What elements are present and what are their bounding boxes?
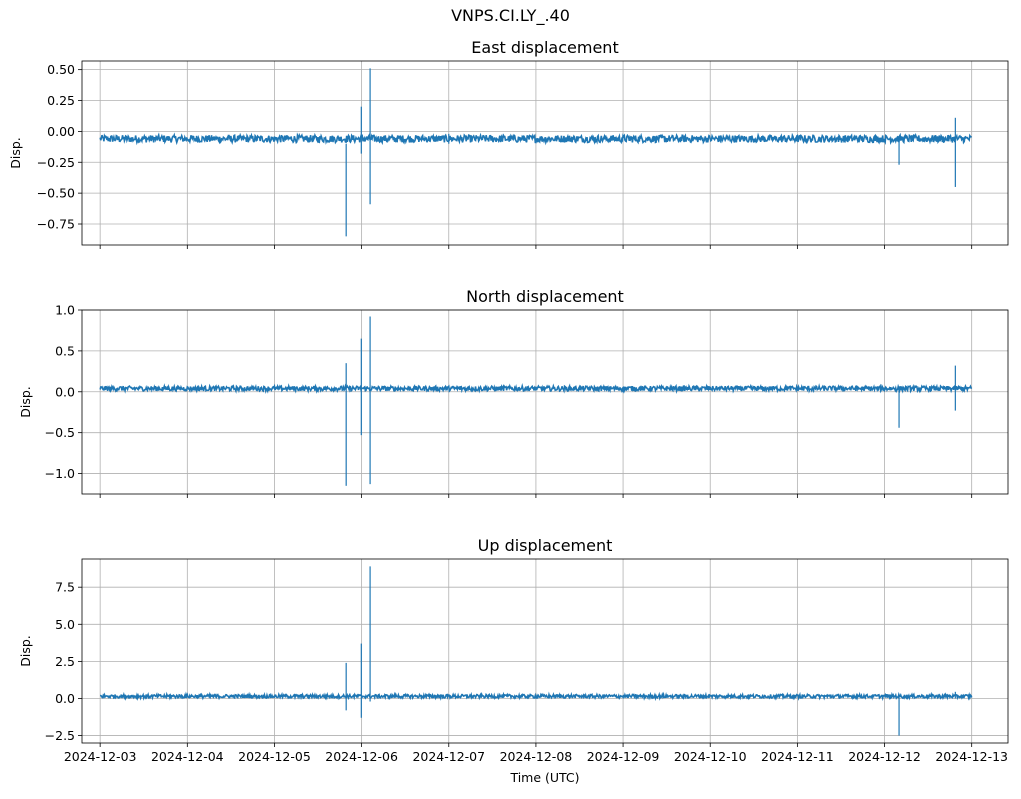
y-tick-label: −0.75 <box>37 217 75 232</box>
y-tick-label: 0.00 <box>47 124 75 139</box>
x-tick-label: 2024-12-05 <box>238 749 311 764</box>
y-tick-label: 0.0 <box>55 384 75 399</box>
subplot-title: North displacement <box>466 287 624 306</box>
axes-frame <box>81 558 1009 744</box>
y-tick-label: 1.0 <box>55 303 75 318</box>
y-tick-label: 2.5 <box>55 654 75 669</box>
y-tick-label: −0.5 <box>45 425 75 440</box>
y-tick-label: −1.0 <box>45 466 75 481</box>
figure-suptitle: VNPS.CI.LY_.40 <box>451 6 570 25</box>
axes-frame <box>81 309 1009 495</box>
x-axis-label: Time (UTC) <box>509 770 579 785</box>
y-tick-label: −2.5 <box>45 728 75 743</box>
subplot-title: Up displacement <box>478 536 613 555</box>
x-tick-label: 2024-12-04 <box>151 749 224 764</box>
y-tick-label: 5.0 <box>55 617 75 632</box>
x-tick-label: 2024-12-11 <box>761 749 834 764</box>
series-line <box>99 132 972 146</box>
y-axis-label: Disp. <box>18 386 33 418</box>
x-tick-label: 2024-12-06 <box>325 749 398 764</box>
y-axis-label: Disp. <box>18 635 33 667</box>
axes-frame <box>81 60 1009 246</box>
y-tick-label: −0.25 <box>37 155 75 170</box>
x-tick-label: 2024-12-10 <box>674 749 747 764</box>
y-tick-label: 7.5 <box>55 580 75 595</box>
y-tick-label: 0.50 <box>47 62 75 77</box>
y-tick-label: 0.0 <box>55 691 75 706</box>
y-tick-label: 0.5 <box>55 343 75 358</box>
subplot-title: East displacement <box>471 38 618 57</box>
x-tick-label: 2024-12-09 <box>587 749 660 764</box>
series-line <box>99 691 973 702</box>
x-tick-label: 2024-12-12 <box>848 749 921 764</box>
subplot-1: East displacement 0.50 0.25 0.00 −0.25 −0.50 −… <box>8 38 1009 249</box>
x-tick-label: 2024-12-07 <box>412 749 485 764</box>
x-tick-label: 2024-12-13 <box>935 749 1008 764</box>
subplot-2: North displacement 1.0 0.5 0.0 −0.5 −1.0 Disp. <box>18 287 1009 498</box>
y-axis-label: Disp. <box>8 137 23 169</box>
x-tick-label: 2024-12-08 <box>500 749 573 764</box>
y-tick-label: −0.50 <box>37 186 75 201</box>
x-tick-label: 2024-12-03 <box>64 749 137 764</box>
series-line <box>99 382 973 395</box>
y-tick-label: 0.25 <box>47 93 75 108</box>
subplot-3: Up displacement 2024-12-03 2024-12-04 2024-… <box>18 536 1009 764</box>
